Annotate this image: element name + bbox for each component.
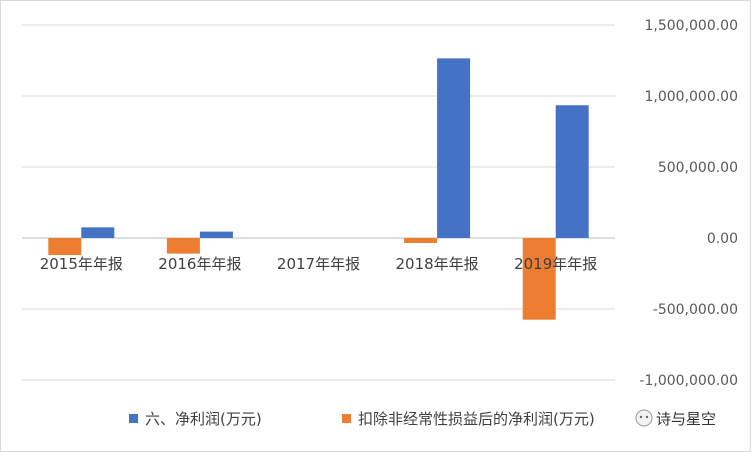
- bar-net-profit-3: [437, 58, 471, 239]
- legend-label-net-profit: 六、净利润(万元): [145, 410, 262, 428]
- bar-adjusted-net-profit-3: [404, 238, 438, 243]
- bar-adjusted-net-profit-1: [166, 238, 200, 254]
- x-axis-category-labels: 2015年年报 2016年年报 2017年年报 2018年年报 2019年年报: [40, 255, 598, 273]
- gridlines: [22, 24, 615, 381]
- wechat-icon: [635, 409, 653, 427]
- legend-label-adjusted-net-profit: 扣除非经常性损益后的净利润(万元): [358, 410, 595, 428]
- bars: [48, 58, 589, 320]
- legend: 六、净利润(万元) 扣除非经常性损益后的净利润(万元): [129, 410, 595, 428]
- x-category-label: 2016年年报: [158, 255, 241, 273]
- y-tick-label: -500,000.00: [653, 302, 738, 318]
- bar-net-profit-0: [81, 227, 115, 238]
- x-category-label: 2019年年报: [514, 255, 597, 273]
- watermark: 诗与星空: [635, 409, 716, 428]
- bar-adjusted-net-profit-0: [48, 238, 82, 256]
- y-tick-label: 500,000.00: [658, 160, 738, 176]
- y-tick-label: -1,000,000.00: [639, 373, 738, 389]
- y-tick-label: 1,500,000.00: [644, 18, 738, 34]
- y-tick-label: 0.00: [707, 231, 738, 247]
- legend-swatch-net-profit: [129, 414, 138, 423]
- y-tick-label: 1,000,000.00: [644, 89, 738, 105]
- bar-net-profit-4: [555, 105, 589, 238]
- legend-swatch-adjusted-net-profit: [342, 414, 351, 423]
- y-axis-tick-labels: 1,500,000.00 1,000,000.00 500,000.00 0.00 -5…: [639, 18, 738, 389]
- x-category-label: 2017年年报: [277, 255, 360, 273]
- x-category-label: 2015年年报: [40, 255, 123, 273]
- x-category-label: 2018年年报: [396, 255, 479, 273]
- bar-net-profit-1: [199, 231, 233, 238]
- bar-adjusted-net-profit-4: [522, 238, 556, 320]
- watermark-text: 诗与星空: [656, 410, 716, 428]
